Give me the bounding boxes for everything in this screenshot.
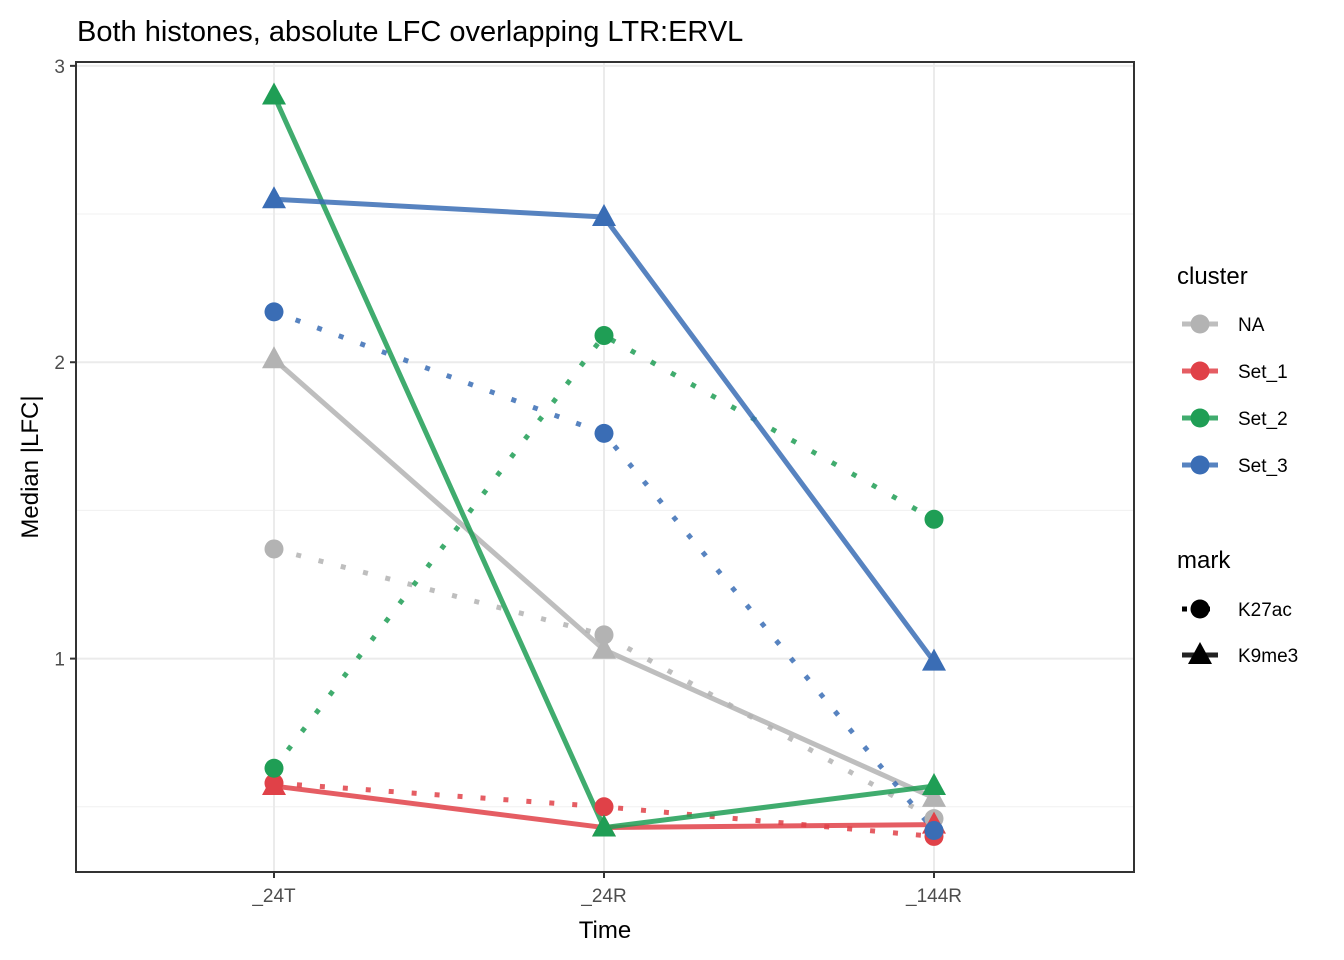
- series-points: [262, 82, 946, 846]
- legend-key-point: [1190, 361, 1210, 381]
- point-set-2-k27ac-2: [924, 509, 944, 529]
- legend-item-k9me3: K9me3: [1182, 642, 1298, 667]
- point-set-1-k27ac-1: [594, 797, 614, 817]
- legend-label: Set_1: [1238, 362, 1288, 383]
- point-set-3-k27ac-2: [924, 821, 944, 841]
- point-na-k27ac-1: [594, 625, 614, 645]
- legend-item-k27ac: K27ac: [1182, 599, 1292, 621]
- y-axis: 1 2 3: [54, 57, 76, 671]
- point-set-1-k9me3-0: [262, 773, 286, 796]
- point-na-k9me3-1: [592, 636, 616, 659]
- legend-key-point: [1188, 642, 1212, 664]
- legend-title-mark: mark: [1177, 547, 1231, 574]
- point-set-2-k9me3-1: [592, 814, 616, 837]
- point-set-2-k27ac-1: [594, 326, 614, 346]
- legend-key-point: [1190, 408, 1210, 428]
- legend-label: K9me3: [1238, 646, 1298, 667]
- point-set-3-k27ac-0: [264, 302, 284, 322]
- legend-label: K27ac: [1238, 600, 1292, 621]
- y-tick-label: 3: [54, 57, 65, 78]
- x-tick-label: _24T: [251, 886, 296, 907]
- x-tick-label: _24R: [580, 886, 626, 907]
- chart-title: Both histones, absolute LFC overlapping …: [77, 16, 743, 48]
- legend-title-cluster: cluster: [1177, 263, 1248, 290]
- point-set-3-k9me3-0: [262, 186, 286, 209]
- point-set-2-k9me3-0: [262, 82, 286, 105]
- point-na-k9me3-2: [922, 784, 946, 807]
- point-na-k9me3-0: [262, 346, 286, 369]
- legend-label: Set_2: [1238, 409, 1288, 430]
- legend-item-set-2: Set_2: [1182, 408, 1288, 430]
- legend-key-point: [1190, 599, 1210, 619]
- y-tick-label: 2: [54, 353, 65, 374]
- legend-item-set-1: Set_1: [1182, 361, 1288, 383]
- y-axis-title: Median |LFC|: [17, 395, 44, 538]
- plot-panel: [75, 61, 1135, 873]
- legend-item-na: NA: [1182, 314, 1265, 336]
- series-line-set-3-k27ac: [273, 309, 936, 833]
- point-set-3-k27ac-1: [594, 423, 614, 443]
- legend-label: Set_3: [1238, 456, 1288, 477]
- legend-key-point: [1190, 314, 1210, 334]
- point-set-3-k9me3-1: [592, 204, 616, 227]
- x-axis: _24T _24R _144R: [251, 872, 962, 907]
- point-na-k27ac-0: [264, 539, 284, 559]
- x-tick-label: _144R: [905, 886, 962, 907]
- point-set-2-k9me3-2: [922, 773, 946, 796]
- point-set-2-k27ac-0: [264, 758, 284, 778]
- legend-label: NA: [1238, 315, 1265, 336]
- y-tick-label: 1: [54, 650, 65, 671]
- x-axis-title: Time: [579, 917, 631, 944]
- legend-item-set-3: Set_3: [1182, 455, 1288, 477]
- point-set-3-k9me3-2: [922, 648, 946, 671]
- legend-key-point: [1190, 455, 1210, 475]
